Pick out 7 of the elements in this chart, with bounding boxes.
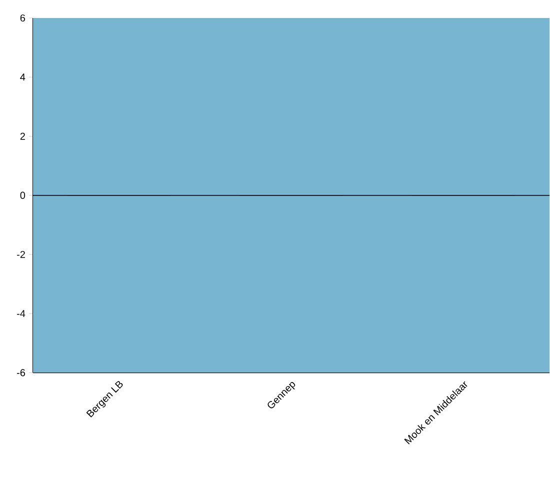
y-tick-label: 0: [20, 192, 26, 200]
y-tick-label: -4: [17, 310, 26, 318]
y-tick-label: 4: [20, 74, 26, 81]
y-tick-label: 2: [20, 132, 25, 140]
y-tick-label: 6: [20, 14, 26, 22]
y-tick-label: -6: [17, 369, 26, 376]
y-tick-label: -2: [17, 251, 25, 258]
